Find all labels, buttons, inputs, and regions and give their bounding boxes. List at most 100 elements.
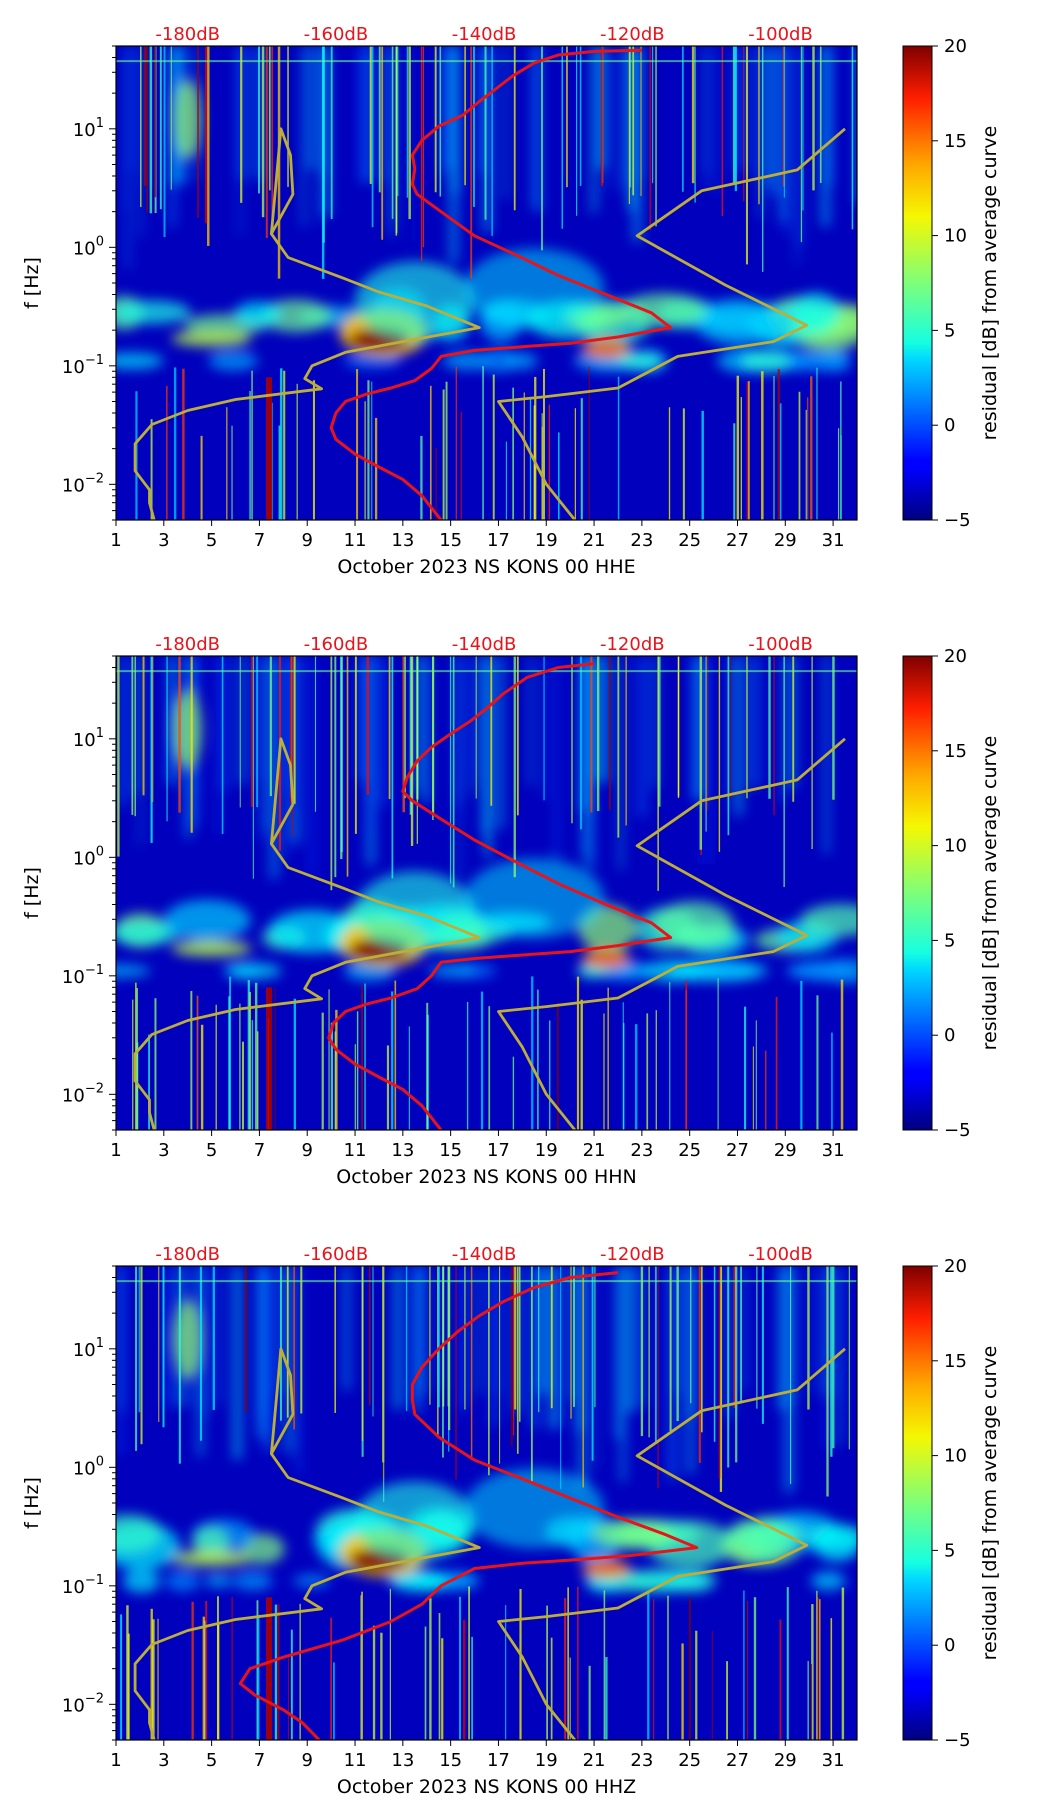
db-label: -160dB [304,24,369,45]
colorbar-label: residual [dB] from average curve [979,126,1001,441]
colorbar-tick-label: 10 [944,836,967,857]
colorbar-tick-label: −5 [944,1730,971,1751]
x-tick-label: 19 [535,1750,558,1771]
colorbar-tick-label: 5 [944,930,955,951]
y-tick-label: 10−1 [62,353,104,378]
x-tick-label: 23 [630,1750,653,1771]
x-tick-label: 5 [206,530,217,551]
x-tick-label: 15 [439,1140,462,1161]
colorbar-tick-label: 10 [944,1446,967,1467]
colorbar-tick-label: 0 [944,1635,955,1656]
y-tick-label: 100 [73,1454,104,1479]
x-tick-label: 1 [110,530,121,551]
yellow-curve [497,127,846,520]
red-curve [238,1271,699,1740]
y-tick-label: 10−2 [62,471,104,496]
db-label: -100dB [748,634,813,655]
x-tick-label: 17 [487,530,510,551]
x-axis-label: October 2023 NS KONS 00 HHN [336,1166,636,1188]
x-tick-label: 11 [344,1140,367,1161]
y-tick-label: 101 [73,116,104,141]
y-tick-label: 101 [73,1336,104,1361]
colorbar-tick-label: 10 [944,226,967,247]
y-axis-ticks: 10−2 10−1 100 101 [62,1265,116,1741]
x-tick-label: 13 [391,530,414,551]
y-tick-label: 100 [73,234,104,259]
y-axis-label: f [Hz] [21,1477,43,1529]
x-tick-label: 11 [344,1750,367,1771]
y-axis-label: f [Hz] [21,257,43,309]
x-tick-label: 7 [254,1750,265,1771]
y-tick-label: 10−1 [62,963,104,988]
spectrogram-plot-area [116,1266,857,1740]
x-tick-label: 23 [630,530,653,551]
colorbar: −5 0 5 10 15 20 residual [dB] from average cu… [902,1256,1001,1751]
x-axis-ticks: 1 3 5 7 9 11 13 15 17 19 21 23 25 27 29 31 [110,1130,845,1161]
db-label: -180dB [155,1244,220,1265]
colorbar-tick-label: 15 [944,131,967,152]
y-axis-ticks: 10−2 10−1 100 101 [62,45,116,521]
series-layer [133,662,846,1130]
x-tick-label: 15 [439,530,462,551]
x-tick-label: 3 [158,530,169,551]
series-layer [133,48,846,520]
colorbar-tick-label: 20 [944,646,967,667]
panel-hhe: 1 3 5 7 9 11 13 15 17 19 21 23 25 27 29 31 10−210−11001… [21,24,1001,578]
x-tick-label: 5 [206,1750,217,1771]
colorbar-ticks: −5 0 5 10 15 20 [932,1256,971,1751]
x-tick-label: 29 [774,530,797,551]
colorbar-gradient [902,1265,933,1741]
x-tick-label: 7 [254,1140,265,1161]
spectrogram-plot-area [116,46,857,520]
colorbar: −5 0 5 10 15 20 residual [dB] from average cu… [902,646,1001,1141]
x-tick-label: 21 [583,1750,606,1771]
x-tick-label: 21 [583,530,606,551]
colorbar-tick-label: 5 [944,1540,955,1561]
colorbar-gradient [902,655,933,1131]
db-label: -140dB [452,634,517,655]
x-tick-label: 7 [254,530,265,551]
colorbar-gradient [902,45,933,521]
db-label: -180dB [155,24,220,45]
x-tick-label: 1 [110,1140,121,1161]
x-tick-label: 27 [726,1750,749,1771]
colorbar-ticks: −5 0 5 10 15 20 [932,36,971,531]
db-label: -120dB [600,1244,665,1265]
colorbar-tick-label: −5 [944,1120,971,1141]
y-axis-ticks: 10−2 10−1 100 101 [62,655,116,1131]
x-tick-label: 9 [301,1750,312,1771]
y-axis-label: f [Hz] [21,867,43,919]
db-label: -160dB [304,634,369,655]
colorbar-tick-label: 15 [944,741,967,762]
red-curve [327,662,673,1130]
y-tick-label: 10−2 [62,1081,104,1106]
y-tick-label: 10−2 [62,1691,104,1716]
panel-hhz: 1 3 5 7 9 11 13 15 17 19 21 23 25 27 29 31 10−210−11001… [21,1244,1001,1798]
y-tick-label: 101 [73,726,104,751]
yellow-curve [497,1347,846,1740]
yellow-curve [497,737,846,1130]
red-curve [329,48,673,520]
x-tick-label: 13 [391,1140,414,1161]
y-tick-label: 10−1 [62,1573,104,1598]
colorbar-tick-label: 20 [944,1256,967,1277]
colorbar-tick-label: 20 [944,36,967,57]
colorbar-tick-label: −5 [944,510,971,531]
db-label: -160dB [304,1244,369,1265]
x-tick-label: 9 [301,1140,312,1161]
x-tick-label: 27 [726,530,749,551]
x-tick-label: 3 [158,1140,169,1161]
x-tick-label: 25 [678,1750,701,1771]
x-tick-label: 23 [630,1140,653,1161]
x-axis-label: October 2023 NS KONS 00 HHZ [337,1776,636,1798]
colorbar-tick-label: 15 [944,1351,967,1372]
x-tick-label: 17 [487,1750,510,1771]
y-tick-label: 100 [73,844,104,869]
top-db-labels: -180dB -160dB -140dB -120dB -100dB [155,24,812,45]
yellow-curve [133,737,481,1130]
x-tick-label: 17 [487,1140,510,1161]
x-tick-label: 29 [774,1140,797,1161]
top-db-labels: -180dB -160dB -140dB -120dB -100dB [155,634,812,655]
x-tick-label: 19 [535,530,558,551]
